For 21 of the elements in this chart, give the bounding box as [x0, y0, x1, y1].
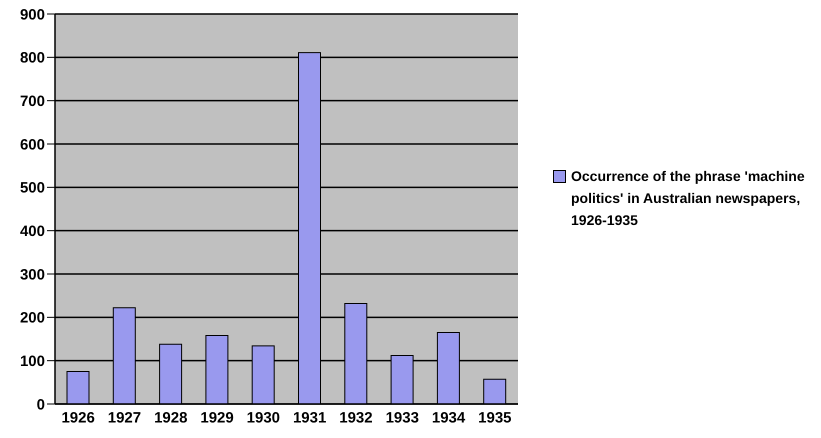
y-tick-label: 600: [20, 136, 45, 154]
x-tick-label: 1932: [339, 410, 373, 427]
y-tick-label: 500: [20, 180, 45, 197]
y-tick-label: 900: [20, 6, 45, 24]
y-tick-label: 0: [36, 396, 45, 414]
x-tick-label: 1933: [386, 410, 419, 427]
x-tick-label: 1935: [478, 410, 512, 427]
x-tick-label: 1927: [108, 410, 142, 427]
y-tick-label: 100: [20, 352, 45, 370]
y-tick-label: 300: [20, 266, 45, 284]
x-tick-label: 1931: [292, 410, 326, 427]
y-tick-label: 800: [20, 50, 45, 67]
x-tick-label: 1926: [61, 410, 95, 427]
legend-label: Occurrence of the phrase 'machine politics' in Australian newspapers, 1926-1935: [571, 167, 806, 230]
x-tick-label: 1929: [200, 410, 234, 427]
y-tick-label: 700: [20, 92, 45, 110]
y-tick-label: 200: [20, 310, 45, 327]
x-tick-label: 1934: [432, 410, 466, 427]
x-tick-label: 1930: [246, 410, 280, 427]
x-tick-label: 1928: [154, 410, 188, 427]
y-tick-label: 400: [20, 222, 45, 240]
